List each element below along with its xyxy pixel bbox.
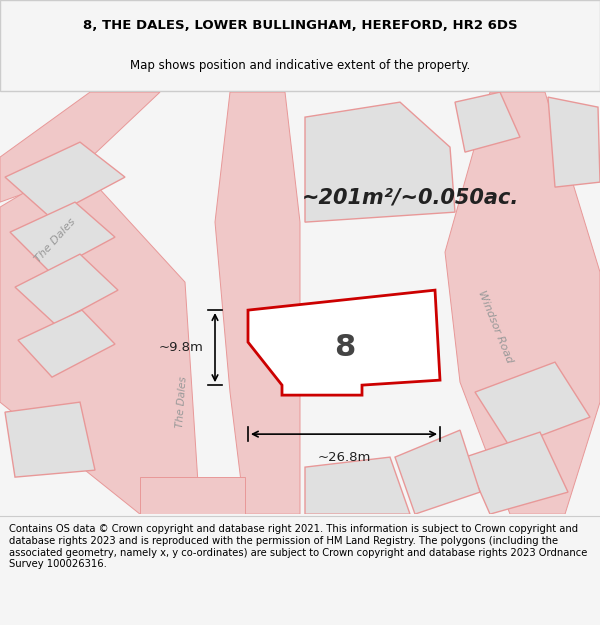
Text: Contains OS data © Crown copyright and database right 2021. This information is : Contains OS data © Crown copyright and d… <box>9 524 587 569</box>
Polygon shape <box>548 97 600 187</box>
Polygon shape <box>305 457 410 514</box>
Text: Windsor Road: Windsor Road <box>476 289 514 365</box>
Text: Map shows position and indicative extent of the property.: Map shows position and indicative extent… <box>130 59 470 72</box>
Text: The Dales: The Dales <box>175 376 189 428</box>
Polygon shape <box>215 92 300 514</box>
Text: ~9.8m: ~9.8m <box>159 341 204 354</box>
Polygon shape <box>305 102 455 222</box>
Polygon shape <box>10 202 115 272</box>
Polygon shape <box>465 432 568 514</box>
Polygon shape <box>18 310 115 377</box>
Polygon shape <box>248 290 440 395</box>
Text: ~201m²/~0.050ac.: ~201m²/~0.050ac. <box>301 187 518 207</box>
Text: 8: 8 <box>334 332 356 362</box>
Polygon shape <box>15 254 118 324</box>
Polygon shape <box>475 362 590 447</box>
Polygon shape <box>455 92 520 152</box>
Polygon shape <box>5 402 95 477</box>
Polygon shape <box>445 92 600 514</box>
Text: The Dales: The Dales <box>33 216 77 264</box>
Polygon shape <box>140 477 245 514</box>
Text: 8, THE DALES, LOWER BULLINGHAM, HEREFORD, HR2 6DS: 8, THE DALES, LOWER BULLINGHAM, HEREFORD… <box>83 19 517 32</box>
Polygon shape <box>395 430 480 514</box>
Text: ~26.8m: ~26.8m <box>317 451 371 464</box>
Polygon shape <box>0 92 160 202</box>
Polygon shape <box>5 142 125 217</box>
Polygon shape <box>0 162 200 514</box>
